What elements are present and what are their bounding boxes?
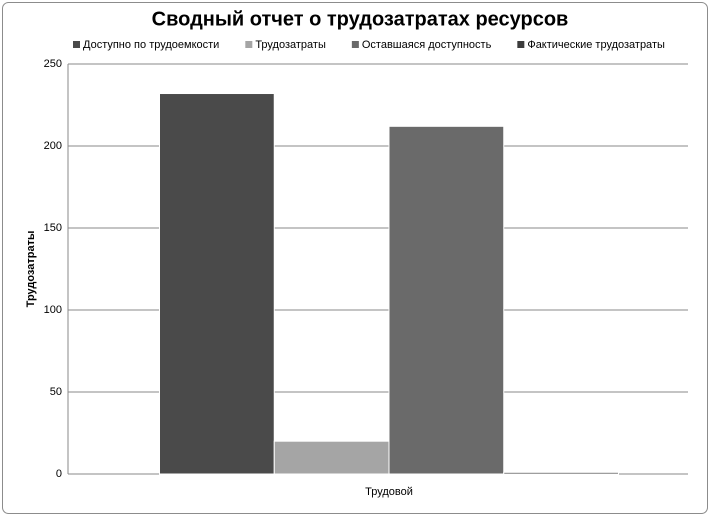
y-axis-title: Трудозатраты: [25, 231, 37, 308]
legend-label: Оставшаяся доступность: [362, 39, 492, 51]
bar: [273, 440, 390, 475]
chart-title: Сводный отчет о трудозатратах ресурсов: [152, 8, 569, 30]
y-tick-label: 100: [44, 304, 62, 316]
bar: [388, 125, 505, 475]
chart-frame: [2, 2, 708, 514]
legend-label: Фактические трудозатраты: [527, 39, 665, 51]
legend-swatch: [245, 41, 253, 48]
y-tick-label: 150: [44, 222, 62, 234]
bar: [503, 471, 619, 475]
y-tick-label: 250: [44, 58, 62, 70]
legend: Доступно по трудоемкости Трудозатраты Оста…: [73, 39, 665, 51]
bar: [159, 93, 275, 475]
legend-swatch: [517, 41, 525, 48]
legend-swatch: [351, 41, 359, 48]
x-tick-label: Трудовой: [365, 486, 413, 498]
y-tick-label: 0: [56, 468, 62, 480]
legend-label: Доступно по трудоемкости: [83, 39, 219, 51]
y-tick-label: 200: [44, 140, 62, 152]
y-tick-label: 50: [50, 386, 62, 398]
legend-swatch: [73, 41, 80, 48]
legend-label: Трудозатраты: [255, 39, 326, 51]
